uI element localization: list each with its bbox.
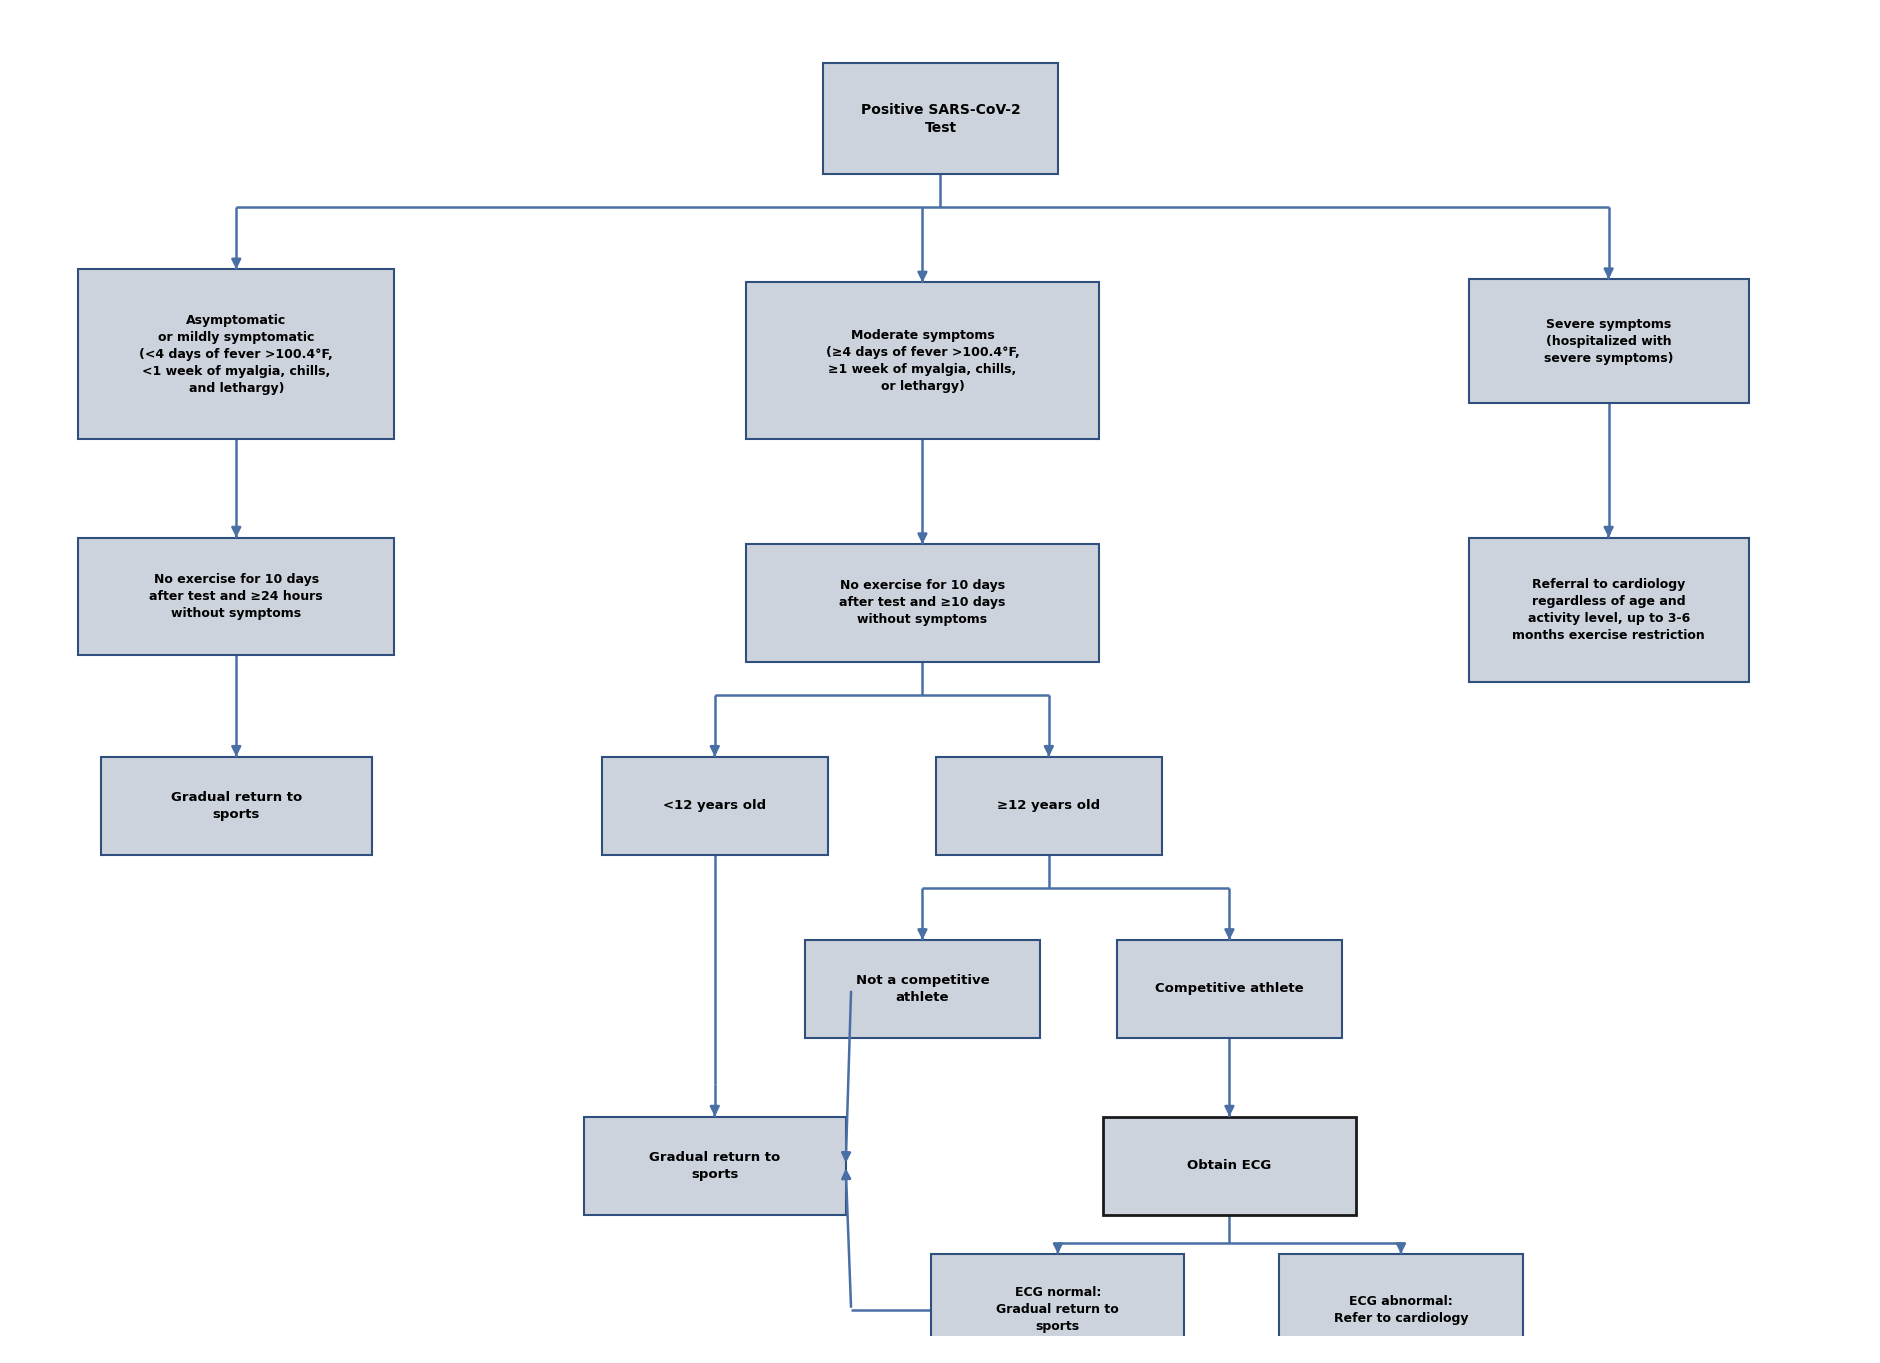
Text: No exercise for 10 days
after test and ≥10 days
without symptoms: No exercise for 10 days after test and ≥… [838, 579, 1006, 627]
FancyBboxPatch shape [1468, 537, 1748, 682]
FancyBboxPatch shape [79, 537, 395, 656]
FancyBboxPatch shape [1278, 1254, 1523, 1363]
FancyBboxPatch shape [746, 282, 1098, 439]
FancyBboxPatch shape [102, 756, 372, 855]
Text: ECG normal:
Gradual return to
sports: ECG normal: Gradual return to sports [996, 1287, 1119, 1333]
FancyBboxPatch shape [1468, 279, 1748, 403]
Text: Positive SARS-CoV-2
Test: Positive SARS-CoV-2 Test [861, 102, 1019, 135]
FancyBboxPatch shape [823, 63, 1057, 174]
Text: Obtain ECG: Obtain ECG [1186, 1159, 1271, 1172]
Text: Gradual return to
sports: Gradual return to sports [649, 1150, 780, 1180]
Text: <12 years old: <12 years old [664, 799, 765, 812]
Text: Gradual return to
sports: Gradual return to sports [171, 791, 301, 821]
FancyBboxPatch shape [936, 756, 1162, 855]
Text: Severe symptoms
(hospitalized with
severe symptoms): Severe symptoms (hospitalized with sever… [1543, 318, 1673, 365]
FancyBboxPatch shape [746, 544, 1098, 662]
Text: Moderate symptoms
(≥4 days of fever >100.4°F,
≥1 week of myalgia, chills,
or let: Moderate symptoms (≥4 days of fever >100… [825, 328, 1019, 393]
FancyBboxPatch shape [602, 756, 827, 855]
Text: ECG abnormal:
Refer to cardiology: ECG abnormal: Refer to cardiology [1333, 1295, 1468, 1325]
Text: Asymptomatic
or mildly symptomatic
(<4 days of fever >100.4°F,
<1 week of myalgi: Asymptomatic or mildly symptomatic (<4 d… [139, 313, 333, 395]
FancyBboxPatch shape [583, 1116, 846, 1214]
Text: Not a competitive
athlete: Not a competitive athlete [855, 975, 989, 1005]
Text: Referral to cardiology
regardless of age and
activity level, up to 3-6
months ex: Referral to cardiology regardless of age… [1512, 578, 1703, 642]
FancyBboxPatch shape [79, 270, 395, 439]
Text: Competitive athlete: Competitive athlete [1154, 983, 1303, 995]
FancyBboxPatch shape [931, 1254, 1184, 1363]
FancyBboxPatch shape [1117, 940, 1342, 1039]
FancyBboxPatch shape [805, 940, 1040, 1039]
Text: ≥12 years old: ≥12 years old [996, 799, 1100, 812]
Text: No exercise for 10 days
after test and ≥24 hours
without symptoms: No exercise for 10 days after test and ≥… [149, 572, 323, 620]
FancyBboxPatch shape [1102, 1116, 1355, 1214]
